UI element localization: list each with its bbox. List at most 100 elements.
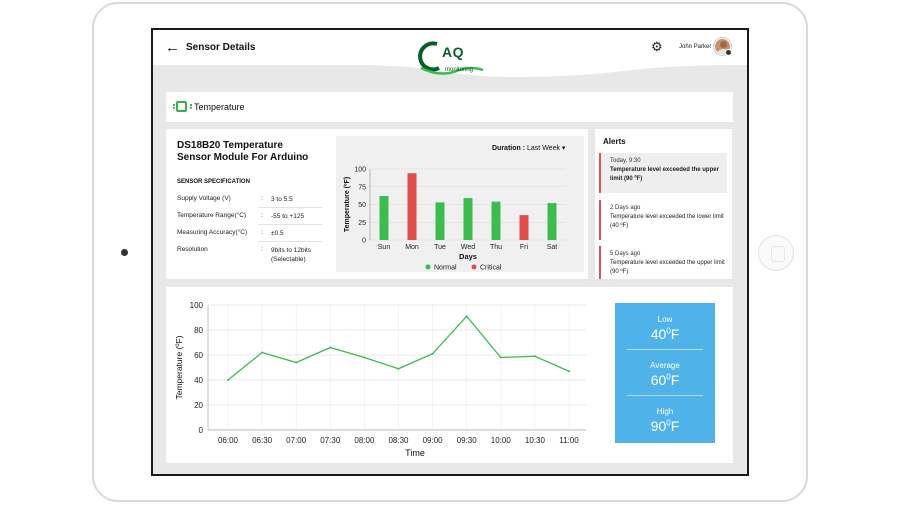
line-x-tick-label: 06:30 [252, 436, 273, 445]
spec-divider [258, 207, 322, 208]
weekly-bar-chart: 0 25 50 75 100 Sun Mon Tue Wed Thu Fri Sat Days Tempe… [344, 167, 566, 272]
temperature-point [227, 379, 229, 381]
spec-colon: : [261, 229, 263, 236]
bar-y-axis-label: Temperature (ºF) [344, 177, 351, 232]
spec-key: Resolution [177, 246, 208, 253]
line-x-tick-label: 09:00 [423, 436, 444, 445]
stat-low-label: Low [657, 315, 673, 324]
stat-low: Low 400F [615, 315, 715, 342]
alert-time: 5 Days ago [610, 251, 641, 257]
app-header: ← Sensor Details ⚙ John Parker [153, 30, 747, 64]
app-screen: ← Sensor Details ⚙ John Parker AQ monito… [151, 28, 749, 476]
duration-label: Duration : [492, 145, 526, 152]
stat-average-label: Average [650, 361, 680, 370]
line-y-tick-label: 20 [194, 401, 203, 410]
line-x-tick-label: 10:00 [491, 436, 512, 445]
stat-high-label: High [656, 407, 674, 416]
duration-dropdown[interactable]: Duration : Last Week ▾ [492, 144, 565, 152]
stat-low-value: 400F [650, 326, 680, 342]
temperature-point [363, 356, 366, 359]
stat-high-value: 900F [650, 418, 680, 434]
temperature-point [533, 355, 536, 358]
header-wave [153, 63, 747, 77]
bar-tue [435, 202, 445, 240]
line-y-tick-label: 0 [199, 426, 204, 435]
bar-thu [491, 201, 501, 240]
line-x-axis-label: Time [405, 448, 425, 458]
alert-item[interactable]: 5 Days ago Temperature level exceeded th… [599, 246, 727, 279]
alerts-title: Alerts [603, 137, 626, 146]
tablet-home-button[interactable] [758, 235, 794, 271]
alert-message: Temperature level exceeded the lower lim… [610, 214, 724, 229]
bar-x-tick-label: Wed [461, 244, 475, 251]
stat-average: Average 600F [615, 361, 715, 388]
alert-message: Temperature level exceeded the upper lim… [610, 260, 725, 275]
line-y-tick-label: 100 [190, 301, 204, 310]
temperature-line-chart: 0 20 40 60 80 100 06:00 06:30 07:00 07:30 08:00 08:… [174, 301, 586, 458]
bar-mon [407, 173, 417, 240]
bar-sun [379, 195, 389, 240]
line-x-tick-label: 07:00 [286, 436, 307, 445]
sensor-type-bar: Temperature [166, 92, 733, 122]
spec-colon: : [261, 246, 263, 253]
bar-x-axis-label: Days [459, 252, 477, 261]
legend-normal-icon [425, 264, 431, 270]
spec-key: Temperature Range(°C) [177, 212, 247, 219]
logo-subtext: monitoring [445, 67, 474, 73]
spec-key: Supply Voltage (V) [177, 195, 231, 202]
bar-y-tick-label: 0 [362, 238, 366, 245]
weekly-chart-panel: Duration : Last Week ▾ 0 25 50 75 100 Sun Mon T… [336, 136, 584, 272]
bar-sat [547, 203, 557, 240]
bar-wed [463, 198, 473, 240]
temperature-stats-panel: Low 400F Average 600F High 900F [615, 303, 715, 443]
logo-text: AQ [442, 44, 464, 60]
chip-icon [173, 101, 192, 112]
alert-item[interactable]: 2 Days ago Temperature level exceeded th… [599, 200, 727, 240]
legend-normal-label: Normal [434, 265, 457, 272]
line-x-tick-label: 11:00 [559, 436, 579, 445]
line-x-tick-label: 06:00 [218, 436, 239, 445]
stat-divider [627, 349, 703, 350]
alert-message: Temperature level exceeded the upper lim… [610, 167, 719, 182]
page-title: Sensor Details [186, 42, 256, 53]
gear-icon[interactable]: ⚙ [651, 39, 663, 54]
temperature-point [295, 361, 298, 364]
tablet-camera [121, 249, 128, 256]
line-y-axis-label: Temperature (ºF) [174, 335, 184, 399]
stat-average-value: 600F [650, 372, 680, 388]
avatar-status-icon [725, 49, 732, 56]
spec-divider [258, 241, 322, 242]
temperature-point [329, 346, 332, 349]
legend-critical-label: Critical [480, 265, 502, 272]
spec-key: Measuring Accuracy(°C) [177, 229, 248, 236]
bar-x-tick-label: Sun [378, 244, 391, 251]
legend-critical-icon [471, 264, 477, 270]
line-x-tick-label: 08:00 [354, 436, 375, 445]
line-x-tick-label: 10:30 [525, 436, 546, 445]
sensor-title: DS18B20 Temperature Sensor Module For Ar… [177, 140, 309, 163]
spec-heading: SENSOR SPECIFICATION [177, 179, 250, 185]
bar-x-tick-label: Thu [490, 244, 502, 251]
bar-x-tick-label: Tue [434, 244, 446, 251]
bar-y-tick-label: 100 [354, 167, 366, 174]
temperature-point [397, 367, 400, 370]
temperature-point [499, 356, 502, 359]
line-x-tick-label: 07:30 [320, 436, 341, 445]
spec-value: -55 to +125 [271, 213, 305, 220]
bar-fri [519, 215, 529, 240]
alert-time: Today, 9:30 [610, 158, 641, 164]
duration-value: Last Week [527, 145, 560, 152]
bar-x-tick-label: Fri [520, 244, 529, 251]
alerts-card: Alerts Today, 9:30 Temperature level exc… [595, 129, 732, 279]
temperature-point [465, 315, 468, 318]
user-name[interactable]: John Parker [679, 44, 712, 50]
bar-x-tick-label: Mon [405, 244, 419, 251]
spec-value: 9bits to 12bits (Selectable) [271, 247, 312, 263]
alert-time: 2 Days ago [610, 205, 641, 211]
line-y-tick-label: 40 [194, 376, 203, 385]
stat-high: High 900F [615, 407, 715, 434]
alert-item[interactable]: Today, 9:30 Temperature level exceeded t… [599, 153, 727, 193]
line-y-tick-label: 80 [194, 326, 203, 335]
line-x-tick-label: 08:30 [388, 436, 409, 445]
arrow-left-icon[interactable]: ← [165, 39, 180, 56]
